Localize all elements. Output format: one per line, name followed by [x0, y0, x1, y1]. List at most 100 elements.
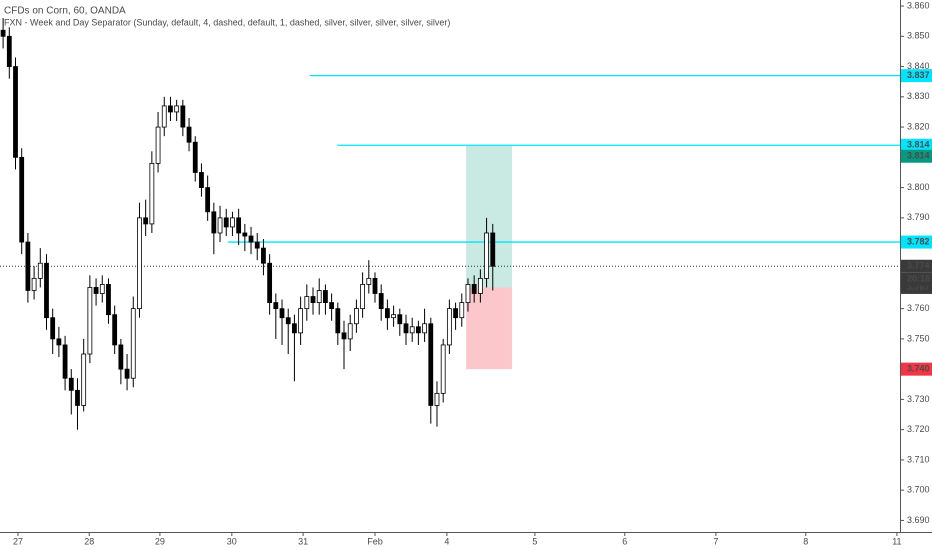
price-tag: [901, 259, 932, 273]
candle-body: [112, 314, 118, 346]
candle-body: [372, 277, 378, 294]
candle-body: [124, 368, 130, 379]
candle-body: [366, 277, 372, 285]
candle-body: [130, 308, 136, 379]
candle-body: [459, 302, 465, 319]
candle-body: [180, 105, 186, 128]
candle-body: [453, 308, 458, 319]
candle-body: [50, 317, 56, 340]
y-tick-label: 3.840: [907, 61, 930, 71]
candle-body: [285, 317, 291, 325]
candle-body: [6, 35, 12, 67]
x-tick-label: 7: [713, 536, 718, 546]
candle-body: [205, 187, 211, 213]
candle-body: [329, 302, 335, 310]
candle-body: [484, 232, 489, 279]
candle-body: [87, 287, 93, 355]
candle-body: [192, 141, 198, 173]
price-tag-label: 3.837: [907, 70, 930, 80]
y-tick-label: 3.800: [907, 182, 930, 192]
x-tick-label: 28: [84, 536, 94, 546]
price-tag: [901, 362, 932, 376]
candle-body: [248, 235, 254, 243]
x-tick-label: 8: [803, 536, 808, 546]
candle-body: [223, 217, 229, 228]
candle-body: [341, 332, 347, 340]
y-tick-label: 3.700: [907, 485, 930, 495]
candle-body: [267, 262, 273, 303]
candle-body: [471, 284, 477, 294]
candle-body: [422, 323, 427, 334]
candle-body: [279, 308, 285, 319]
price-tag-label: 3.782: [907, 236, 930, 246]
candle-body: [68, 377, 74, 391]
countdown-label: 20:18: [907, 274, 930, 284]
candle-body: [137, 217, 142, 310]
candle-body: [106, 284, 111, 316]
candle-body: [261, 247, 266, 264]
candle-body: [168, 105, 173, 113]
y-tick-label: 3.720: [907, 424, 930, 434]
price-tag-label: 3.774: [907, 261, 930, 271]
profit-zone: [466, 145, 512, 288]
countdown-box: [901, 272, 932, 286]
candle-body: [440, 344, 446, 394]
candle-body: [149, 162, 155, 225]
candle-body: [99, 284, 105, 294]
candle-body: [186, 126, 192, 143]
candle-body: [254, 241, 260, 249]
x-tick-label: 11: [892, 536, 901, 546]
price-tag-label: 3.740: [907, 364, 930, 374]
candle-body: [37, 262, 43, 279]
candle-body: [378, 293, 384, 310]
price-tag: [901, 138, 932, 152]
y-tick-label: 3.830: [907, 91, 930, 101]
candle-body: [323, 290, 328, 303]
candle-body: [62, 344, 68, 379]
candle-body: [397, 314, 403, 325]
x-tick-label: 5: [532, 536, 537, 546]
price-tag-label: 3.814: [907, 151, 930, 161]
indicator-label: FXN - Week and Day Separator (Sunday, de…: [4, 17, 450, 27]
x-tick-label: 31: [298, 536, 308, 546]
candle-body: [25, 241, 31, 291]
y-tick-label: 3.710: [907, 454, 930, 464]
candle-body: [44, 262, 49, 319]
candle-body: [310, 296, 316, 303]
candle-body: [199, 172, 204, 188]
candle-body: [75, 389, 80, 406]
y-tick-label: 3.850: [907, 31, 930, 41]
y-tick-label: 3.730: [907, 394, 930, 404]
candle-body: [335, 308, 341, 334]
y-tick-label: 3.820: [907, 121, 930, 131]
candle-body: [81, 353, 87, 406]
candle-body: [384, 308, 390, 319]
candle-body: [118, 344, 124, 370]
loss-zone: [466, 287, 512, 370]
candle-body: [19, 156, 25, 243]
candle-body: [360, 284, 366, 310]
candle-body: [298, 308, 304, 334]
candle-body: [230, 217, 235, 228]
candle-body: [93, 287, 99, 294]
candle-body: [174, 105, 180, 113]
candle-body: [477, 277, 483, 294]
price-tag-label: 3.767: [907, 282, 930, 292]
candle-body: [446, 308, 452, 346]
x-tick-label: 30: [227, 536, 237, 546]
candle-body: [13, 66, 18, 158]
x-tick-label: 4: [444, 536, 449, 546]
x-tick-label: 6: [622, 536, 627, 546]
price-tag: [901, 69, 932, 83]
y-tick-label: 3.690: [907, 515, 930, 525]
candle-body: [236, 217, 242, 234]
y-tick-label: 3.790: [907, 212, 930, 222]
candle-body: [155, 126, 161, 164]
candle-body: [391, 314, 396, 319]
candle-body: [242, 232, 248, 237]
x-tick-label: 29: [155, 536, 165, 546]
chart-title: CFDs on Corn, 60, OANDA: [4, 6, 126, 17]
candle-body: [161, 105, 167, 128]
y-tick-label: 3.860: [907, 0, 930, 10]
